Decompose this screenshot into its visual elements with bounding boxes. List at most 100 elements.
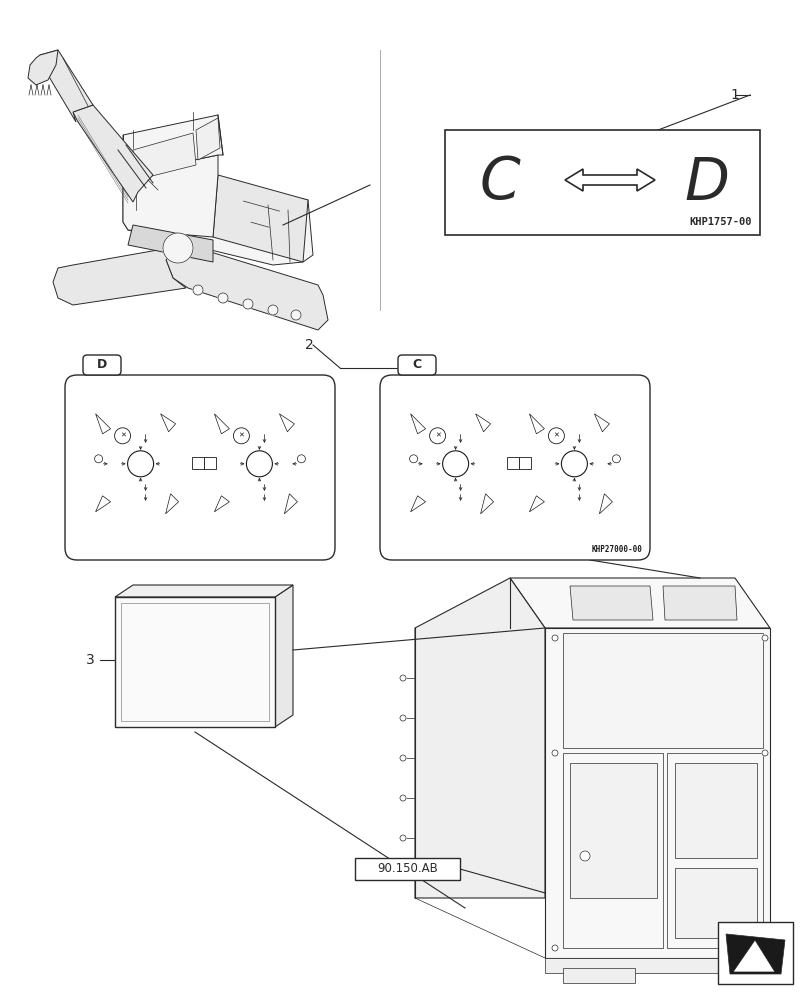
Polygon shape [123, 165, 313, 265]
Text: ✕: ✕ [435, 433, 440, 439]
Circle shape [95, 455, 103, 463]
Text: 90.150.AB: 90.150.AB [377, 862, 438, 876]
Polygon shape [481, 494, 494, 514]
Polygon shape [667, 753, 763, 948]
Circle shape [246, 451, 272, 477]
Polygon shape [275, 585, 293, 727]
Circle shape [234, 428, 250, 444]
FancyBboxPatch shape [65, 375, 335, 560]
Polygon shape [133, 133, 196, 180]
Text: ✕: ✕ [553, 433, 559, 439]
FancyBboxPatch shape [83, 355, 121, 375]
Polygon shape [415, 578, 545, 898]
Circle shape [430, 428, 445, 444]
Text: 1: 1 [730, 88, 739, 102]
Polygon shape [40, 50, 93, 122]
Circle shape [443, 451, 469, 477]
Circle shape [762, 750, 768, 756]
Circle shape [580, 851, 590, 861]
Polygon shape [123, 115, 223, 175]
Circle shape [297, 455, 305, 463]
FancyBboxPatch shape [398, 355, 436, 375]
Polygon shape [95, 496, 111, 512]
Circle shape [549, 428, 565, 444]
Polygon shape [166, 494, 179, 514]
Bar [355, 858, 460, 880]
Bar [718, 922, 793, 984]
Circle shape [762, 945, 768, 951]
Circle shape [128, 451, 154, 477]
Bar [507, 457, 519, 469]
Text: KHP1757-00: KHP1757-00 [689, 217, 752, 227]
Polygon shape [600, 494, 612, 514]
Polygon shape [123, 155, 218, 237]
Circle shape [218, 293, 228, 303]
Polygon shape [213, 175, 308, 262]
Circle shape [552, 945, 558, 951]
Polygon shape [476, 414, 490, 432]
Text: C: C [480, 154, 520, 212]
FancyBboxPatch shape [380, 375, 650, 560]
Polygon shape [545, 628, 770, 958]
Circle shape [552, 635, 558, 641]
Polygon shape [675, 868, 757, 938]
Polygon shape [410, 414, 426, 434]
Polygon shape [563, 753, 663, 948]
Polygon shape [161, 414, 175, 432]
Polygon shape [570, 763, 657, 898]
Polygon shape [595, 414, 609, 432]
Text: ✕: ✕ [120, 433, 125, 439]
Polygon shape [410, 496, 426, 512]
Polygon shape [53, 245, 186, 305]
Polygon shape [663, 586, 737, 620]
Polygon shape [510, 578, 770, 628]
Polygon shape [570, 586, 653, 620]
Text: D: D [97, 359, 107, 371]
Circle shape [115, 428, 131, 444]
Circle shape [400, 835, 406, 841]
Bar [519, 457, 531, 469]
Polygon shape [166, 245, 328, 330]
Polygon shape [565, 169, 655, 191]
Polygon shape [214, 414, 229, 434]
Polygon shape [115, 585, 293, 597]
Circle shape [410, 455, 418, 463]
Text: D: D [684, 154, 730, 212]
Text: ✕: ✕ [238, 433, 244, 439]
Polygon shape [196, 118, 220, 160]
Circle shape [268, 305, 278, 315]
Circle shape [193, 285, 203, 295]
Text: C: C [412, 359, 422, 371]
Bar [204, 457, 216, 469]
Polygon shape [733, 940, 775, 972]
Circle shape [400, 675, 406, 681]
Text: 2: 2 [305, 338, 314, 352]
Polygon shape [280, 414, 294, 432]
Circle shape [612, 455, 621, 463]
Polygon shape [73, 105, 153, 202]
Bar [121, 603, 269, 721]
Bar [445, 130, 760, 235]
Polygon shape [529, 496, 545, 512]
Circle shape [400, 755, 406, 761]
Circle shape [762, 635, 768, 641]
Polygon shape [545, 958, 770, 973]
Text: 3: 3 [86, 653, 95, 667]
Bar [192, 457, 204, 469]
Polygon shape [214, 496, 229, 512]
Circle shape [291, 310, 301, 320]
Circle shape [163, 233, 193, 263]
Text: KHP27000-00: KHP27000-00 [591, 545, 642, 554]
Circle shape [400, 715, 406, 721]
Polygon shape [726, 934, 785, 974]
Circle shape [552, 750, 558, 756]
Circle shape [562, 451, 587, 477]
Polygon shape [529, 414, 545, 434]
Polygon shape [128, 225, 213, 262]
Circle shape [243, 299, 253, 309]
Polygon shape [95, 414, 111, 434]
Circle shape [400, 795, 406, 801]
Bar [115, 597, 275, 727]
Polygon shape [284, 494, 297, 514]
Polygon shape [28, 50, 58, 85]
